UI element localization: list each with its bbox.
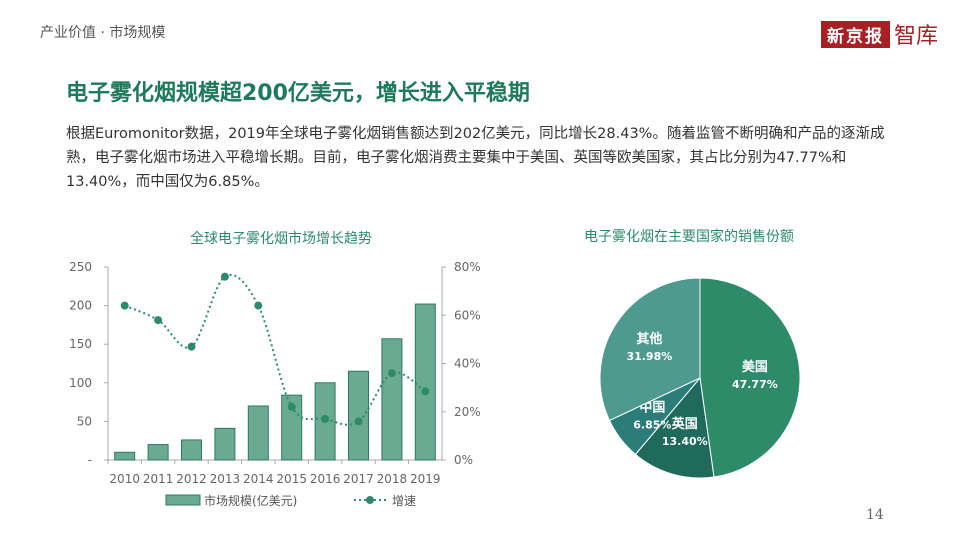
- right-tick-label: 60%: [454, 308, 481, 322]
- growth-line: [124, 274, 426, 426]
- breadcrumb: 产业价值 · 市场规模: [40, 25, 166, 41]
- pie-value: 47.77%: [732, 378, 778, 391]
- left-tick-label: 100: [69, 376, 92, 390]
- legend-bar-label: 市场规模(亿美元): [204, 493, 297, 508]
- pie-value: 13.40%: [662, 435, 708, 448]
- x-tick-label: 2011: [143, 472, 174, 486]
- growth-point: [421, 387, 430, 396]
- pie-label: 其他: [636, 331, 662, 347]
- right-tick-label: 80%: [454, 260, 481, 274]
- x-tick-label: 2010: [109, 472, 140, 486]
- growth-point: [354, 417, 363, 426]
- growth-point: [387, 369, 396, 378]
- body-paragraph: 根据Euromonitor数据，2019年全球电子雾化烟销售额达到202亿美元，…: [66, 126, 885, 190]
- bar: [348, 370, 369, 461]
- x-tick-label: 2017: [343, 472, 374, 486]
- x-tick-label: 2019: [410, 472, 441, 486]
- x-tick-label: 2012: [176, 472, 207, 486]
- bar-chart-title: 全球电子雾化烟市场增长趋势: [190, 231, 372, 247]
- bar: [214, 427, 236, 461]
- bar: [114, 451, 136, 461]
- pie-label: 美国: [742, 359, 768, 375]
- left-tick-label: 50: [77, 414, 92, 428]
- pie-value: 31.98%: [626, 350, 672, 363]
- legend-line-marker: [366, 496, 374, 504]
- bar: [414, 303, 436, 461]
- pie-label: 英国: [671, 416, 698, 432]
- growth-point: [254, 301, 263, 310]
- growth-point: [154, 316, 163, 325]
- page-title: 电子雾化烟规模超200亿美元，增长进入平稳期: [66, 81, 530, 106]
- pie-chart-title: 电子雾化烟在主要国家的销售份额: [584, 229, 794, 245]
- pie-slice: [634, 376, 715, 479]
- bar: [181, 439, 202, 461]
- x-tick-label: 2014: [243, 472, 274, 486]
- pie-slice: [699, 277, 801, 478]
- left-tick-label: 250: [69, 260, 92, 274]
- right-tick-label: 0%: [454, 453, 473, 467]
- bar: [247, 405, 269, 461]
- x-tick-label: 2018: [377, 472, 408, 486]
- logo: 新京报 智库: [820, 18, 938, 50]
- left-tick-label: 200: [69, 299, 92, 313]
- page-number: 14: [866, 507, 884, 523]
- growth-point: [120, 301, 129, 310]
- x-tick-label: 2013: [210, 472, 241, 486]
- left-tick-label: -: [88, 453, 92, 467]
- growth-point: [220, 272, 229, 281]
- growth-point: [187, 342, 196, 351]
- growth-point: [321, 414, 330, 423]
- x-tick-label: 2015: [276, 472, 307, 486]
- bar: [381, 338, 403, 461]
- legend-line-label: 增速: [392, 494, 416, 508]
- pie-value: 6.85%: [633, 418, 671, 431]
- pie-slice: [599, 277, 701, 422]
- right-tick-label: 40%: [454, 357, 481, 371]
- left-tick-label: 150: [69, 337, 92, 351]
- bar: [281, 394, 303, 461]
- growth-point: [287, 402, 296, 411]
- right-tick-label: 20%: [454, 405, 481, 419]
- legend-bar-swatch: [165, 494, 201, 506]
- bar: [147, 444, 169, 461]
- x-tick-label: 2016: [310, 472, 341, 486]
